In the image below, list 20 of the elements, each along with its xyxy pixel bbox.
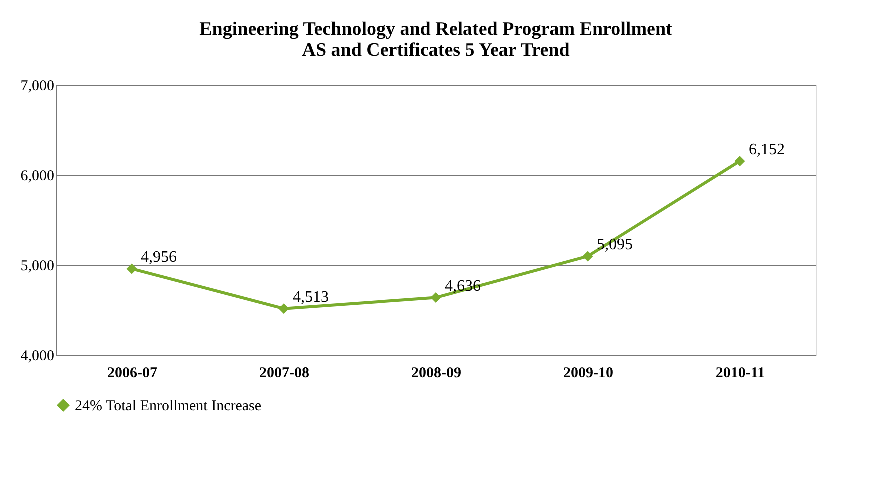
x-tick-label: 2010-11 bbox=[716, 366, 766, 382]
point bbox=[278, 304, 290, 314]
y-tick-label: 4,000 bbox=[20, 348, 54, 364]
y-tick-label: 5,000 bbox=[20, 258, 54, 274]
x-tick-label: 2009-10 bbox=[564, 366, 614, 382]
text: AS and Certificates 5 Year Trend bbox=[302, 40, 570, 61]
data-label: 4,513 bbox=[293, 288, 329, 306]
point bbox=[582, 251, 594, 262]
x-tick-label: 2008-09 bbox=[412, 366, 462, 382]
x-tick-label: 2006-07 bbox=[108, 366, 158, 382]
x-tick-label: 2007-08 bbox=[260, 366, 310, 382]
point bbox=[430, 292, 442, 304]
point bbox=[126, 264, 138, 274]
legend-label: 24% Total Enrollment Increase bbox=[75, 398, 262, 414]
y-tick-label: 6,000 bbox=[20, 168, 54, 184]
y-tick-label: 7,000 bbox=[20, 78, 54, 94]
data-label: 4,956 bbox=[141, 248, 177, 266]
point bbox=[734, 156, 746, 167]
data-label: 6,152 bbox=[749, 141, 785, 158]
text: Engineering Technology and Related Program Enrollment bbox=[200, 19, 672, 40]
